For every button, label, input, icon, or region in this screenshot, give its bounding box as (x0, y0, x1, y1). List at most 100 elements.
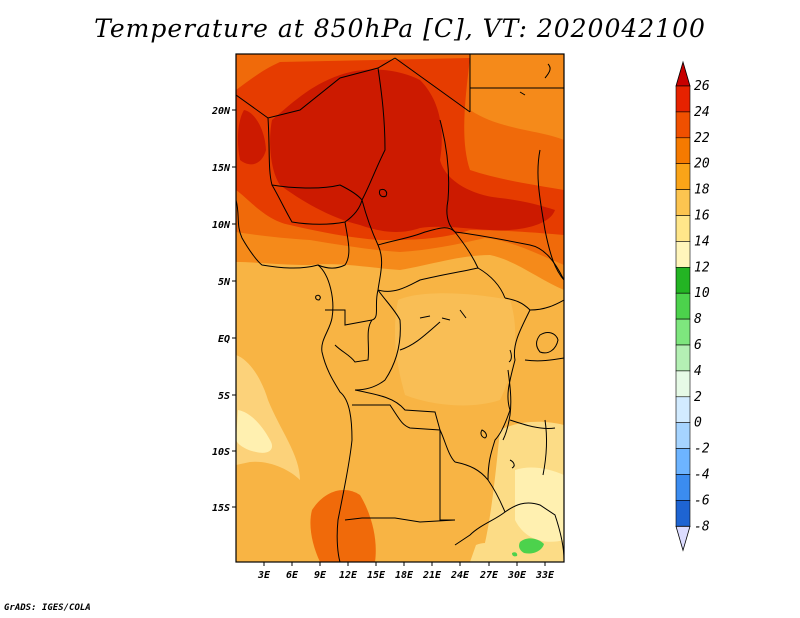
field-cold-patch (519, 538, 544, 554)
colorbar-band (675, 422, 691, 449)
colorbar-label: 18 (694, 183, 710, 198)
plot-frame (235, 53, 565, 563)
x-tick-label: 30E (507, 570, 527, 581)
x-tick-label: 27E (479, 570, 499, 581)
lake-victoria (536, 332, 559, 354)
temperature-field (236, 54, 564, 562)
y-tick-label: 10N (212, 220, 231, 231)
river-fragments (419, 309, 467, 321)
field-cold-patch-2 (512, 552, 518, 557)
colorbar-label: 26 (694, 79, 710, 94)
lake-malawi (542, 419, 547, 476)
colorbar-label: 6 (694, 338, 702, 353)
border-nigeria-north (271, 184, 363, 225)
y-tick-label: 15N (212, 163, 231, 174)
border-angola-namibia (344, 517, 456, 523)
colorbar-label: 20 (694, 157, 710, 172)
colorbar-band (675, 344, 691, 372)
colorbar-label: 2 (694, 390, 702, 405)
lake-tanganyika (502, 369, 512, 441)
border-south-sudan (454, 231, 564, 281)
border-congo-drc (354, 289, 401, 391)
river-congo (399, 321, 441, 351)
border-car-south (377, 267, 506, 299)
coastline-west-africa (236, 199, 353, 562)
border-chad-car (377, 227, 479, 269)
border-algeria-niger (236, 57, 396, 119)
grads-credit: GrADS: IGES/COLA (4, 603, 91, 613)
colorbar-band (675, 241, 691, 268)
colorbar-band (675, 189, 691, 216)
colorbar-band (675, 111, 691, 139)
colorbar-band (675, 137, 691, 165)
border-libya (394, 57, 471, 113)
colorbar-label: 10 (694, 286, 710, 301)
border-mali-niger (267, 117, 363, 201)
country-borders (236, 54, 564, 562)
border-cameroon-car (361, 199, 383, 321)
x-tick-label: 9E (314, 570, 327, 581)
border-ss-drc (504, 297, 531, 311)
lake-kariba (509, 459, 515, 469)
colorbar-band (675, 292, 691, 320)
x-tick-label: 21E (422, 570, 442, 581)
field-coolest-ocean (236, 410, 273, 453)
colorbar (675, 60, 691, 552)
y-axis: 20N 15N 10N 5N EQ 5S 10S 15S (211, 106, 236, 514)
colorbar-band (675, 266, 691, 294)
border-drc-angola (352, 404, 456, 463)
map-title: Temperature at 850hPa [C], VT: 202004210… (94, 14, 706, 43)
border-chad-sudan (439, 119, 456, 233)
colorbar-label: 0 (694, 416, 702, 431)
border-sudan-ethiopia (537, 149, 564, 281)
colorbar-band (675, 318, 691, 346)
colorbar-band (675, 474, 691, 501)
colorbar-band (675, 215, 691, 242)
colorbar-label: -6 (694, 493, 710, 508)
colorbar-label: -2 (694, 442, 710, 457)
field-26-plus (270, 69, 555, 232)
x-tick-label: 6E (286, 570, 299, 581)
colorbar-label: 14 (694, 234, 710, 249)
colorbar-top-arrow (675, 60, 691, 87)
x-tick-label: 33E (535, 570, 555, 581)
border-niger-chad (361, 67, 386, 201)
border-zambia (454, 461, 506, 546)
colorbar-band (675, 500, 691, 527)
y-tick-label: 5N (218, 277, 231, 288)
coast-east (519, 63, 551, 96)
x-tick-label: 12E (339, 570, 358, 581)
lake-mweru (480, 429, 487, 439)
colorbar-label: 8 (694, 312, 702, 327)
field-congo-lighter (394, 293, 516, 406)
colorbar-label: 16 (694, 209, 710, 224)
colorbar-band (675, 370, 691, 398)
colorbar-band (675, 85, 691, 113)
x-tick-label: 15E (367, 570, 386, 581)
x-axis: 3E 6E 9E 12E 15E 18E 21E 24E 27E 30E 33E (257, 562, 555, 581)
x-tick-label: 18E (395, 570, 414, 581)
colorbar-label: 24 (694, 105, 710, 120)
y-tick-label: 20N (211, 106, 231, 117)
border-congo-gabon (334, 319, 373, 363)
border-drc-angola-north (354, 389, 441, 431)
colorbar-band (675, 163, 691, 190)
colorbar-bottom-arrow (675, 525, 691, 552)
field-26-plus-west (237, 110, 266, 165)
lake-kivu (508, 349, 512, 363)
colorbar-band (675, 448, 691, 475)
colorbar-label: -8 (694, 519, 710, 534)
y-tick-label: 10S (212, 447, 230, 458)
y-tick-label: 5S (218, 391, 230, 402)
island-bioko (315, 294, 321, 301)
colorbar-label: -4 (694, 468, 710, 483)
field-angola-warm (310, 490, 376, 562)
border-tanzania (524, 357, 564, 362)
y-tick-label: EQ (218, 334, 230, 345)
border-tanzania-mozambique (509, 419, 556, 429)
border-uganda-kenya (529, 299, 564, 311)
x-tick-label: 24E (450, 570, 470, 581)
border-mozambique (504, 502, 564, 561)
